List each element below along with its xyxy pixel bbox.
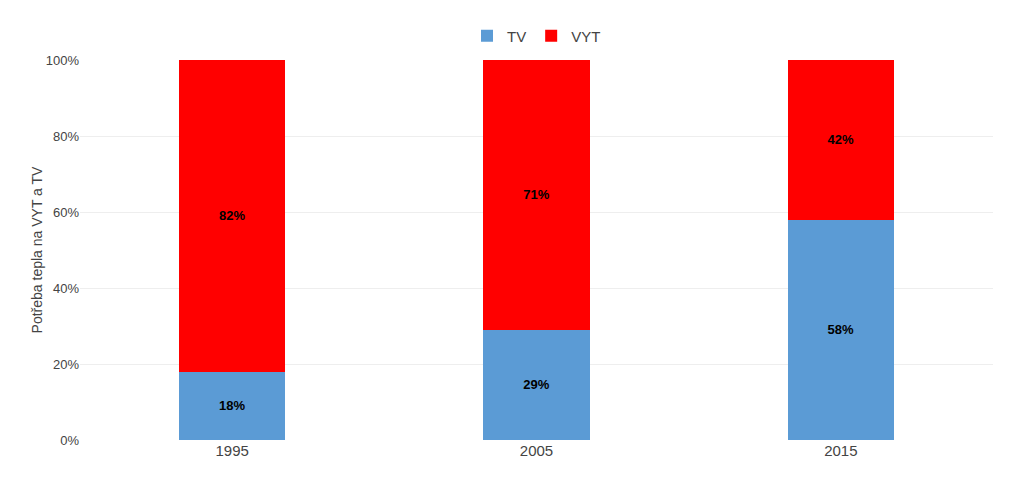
svg-text:58%: 58% (828, 322, 854, 337)
svg-text:42%: 42% (828, 132, 854, 147)
svg-text:Potřeba tepla na VYT a TV: Potřeba tepla na VYT a TV (29, 166, 45, 333)
svg-text:2005: 2005 (520, 442, 553, 459)
svg-text:82%: 82% (219, 208, 245, 223)
svg-text:18%: 18% (219, 398, 245, 413)
svg-text:2015: 2015 (824, 442, 857, 459)
svg-text:0%: 0% (60, 433, 79, 448)
svg-text:60%: 60% (53, 205, 79, 220)
svg-text:VYT: VYT (571, 28, 600, 45)
svg-text:20%: 20% (53, 357, 79, 372)
svg-text:71%: 71% (523, 187, 549, 202)
svg-text:29%: 29% (523, 377, 549, 392)
svg-text:100%: 100% (46, 53, 80, 68)
svg-text:1995: 1995 (215, 442, 248, 459)
svg-text:TV: TV (507, 28, 526, 45)
svg-text:80%: 80% (53, 129, 79, 144)
svg-text:40%: 40% (53, 281, 79, 296)
